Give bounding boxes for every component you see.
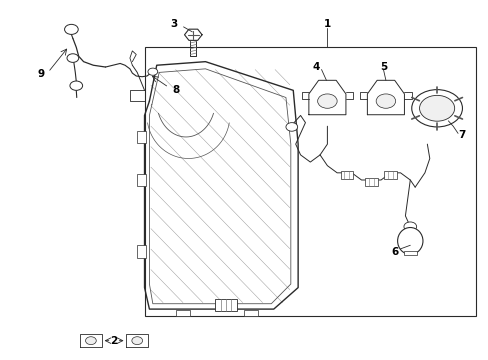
Ellipse shape [397, 228, 422, 255]
Bar [403, 251, 416, 255]
Circle shape [132, 337, 142, 345]
Bar [137, 131, 146, 143]
Circle shape [70, 81, 82, 90]
Text: 5: 5 [379, 62, 386, 72]
Text: 9: 9 [37, 69, 44, 79]
Bar [137, 174, 146, 186]
Circle shape [67, 54, 79, 62]
Text: 3: 3 [170, 19, 177, 29]
Circle shape [411, 90, 462, 127]
Bar [215, 300, 237, 311]
Text: 7: 7 [457, 130, 464, 140]
Circle shape [85, 337, 96, 345]
Circle shape [285, 123, 297, 131]
Bar [384, 171, 396, 179]
Bar [364, 178, 377, 186]
Circle shape [403, 222, 416, 231]
Bar [137, 245, 146, 258]
Bar [340, 171, 352, 179]
Circle shape [64, 24, 78, 35]
Text: 4: 4 [312, 62, 320, 72]
Bar [144, 47, 475, 316]
Text: 6: 6 [390, 247, 398, 257]
Circle shape [148, 68, 158, 75]
Text: 2: 2 [110, 336, 117, 346]
Text: 8: 8 [172, 85, 180, 95]
Circle shape [317, 94, 336, 108]
Text: 1: 1 [323, 19, 330, 29]
Circle shape [419, 95, 454, 121]
Bar [244, 310, 258, 316]
Circle shape [375, 94, 395, 108]
Bar [176, 310, 189, 316]
